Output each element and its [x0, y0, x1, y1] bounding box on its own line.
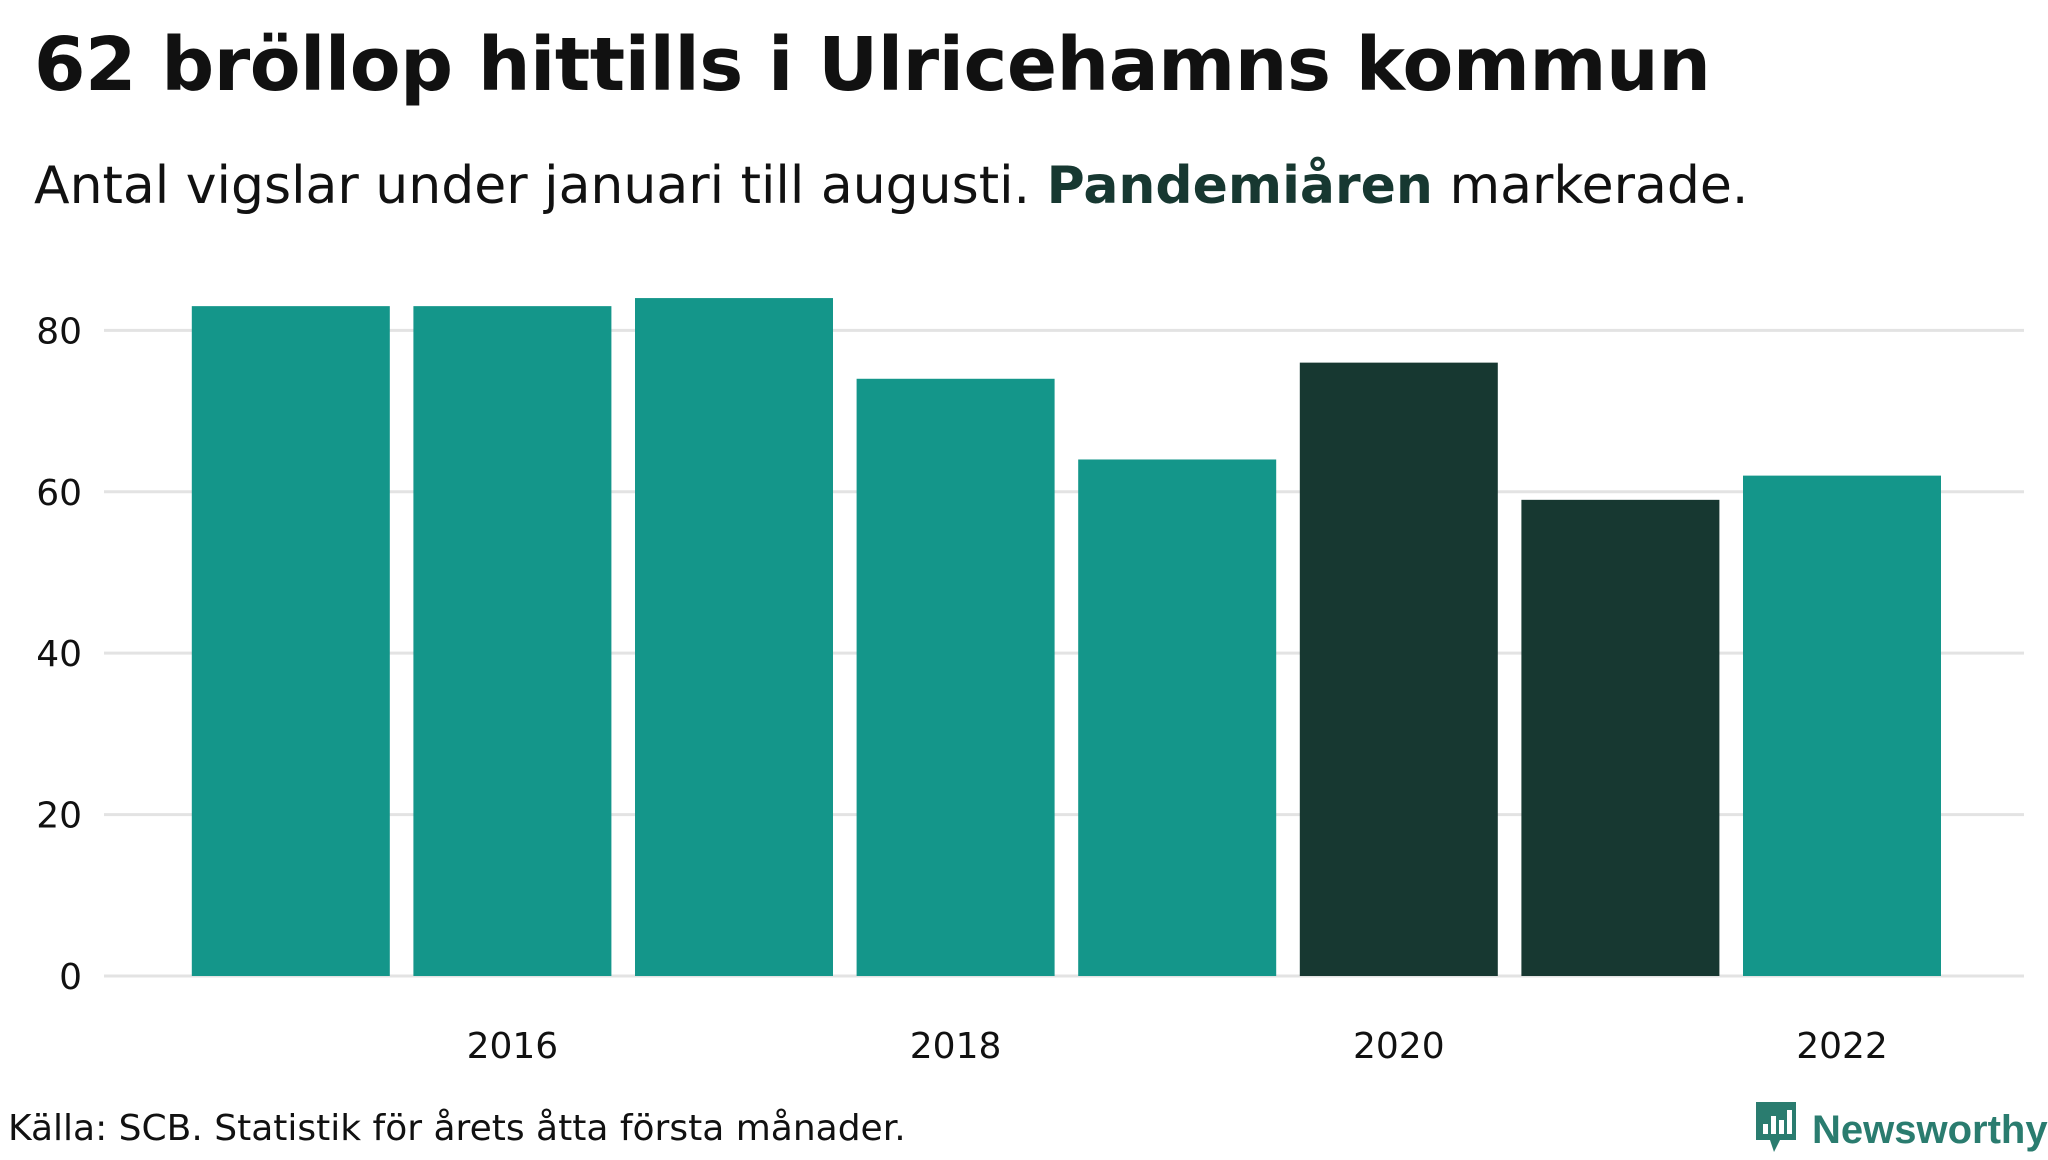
x-tick-label-2016: 2016 [467, 1026, 559, 1067]
brand-logo: Newsworthy [1752, 1100, 2048, 1160]
bar-2022 [1743, 475, 1941, 976]
bar-2015 [191, 306, 390, 976]
bar-2019 [1078, 459, 1277, 976]
x-tick-label-2018: 2018 [910, 1026, 1002, 1067]
y-tick-label-40: 40 [36, 634, 82, 675]
bar-chart: 0 20 40 60 80 2016 2018 2020 2022 [36, 298, 2024, 1067]
bar-2016 [413, 306, 612, 976]
grid-lines [104, 328, 2024, 978]
y-tick-label-20: 20 [36, 796, 82, 837]
y-tick-label-80: 80 [36, 311, 82, 352]
y-tick-label-60: 60 [36, 473, 82, 514]
bar-2021 [1521, 499, 1720, 976]
bars [191, 298, 1941, 977]
x-tick-label-2020: 2020 [1353, 1026, 1445, 1067]
x-axis-ticks: 2016 2018 2020 2022 [467, 1026, 1888, 1067]
subtitle-text-end: markerade. [1432, 156, 1749, 216]
source-note: Källa: SCB. Statistik för årets åtta för… [8, 1108, 906, 1149]
x-tick-label-2022: 2022 [1796, 1026, 1888, 1067]
bar-2017 [635, 298, 833, 977]
brand-name: Newsworthy [1812, 1107, 2048, 1152]
chart-title: 62 bröllop hittills i Ulricehamns kommun [34, 22, 1711, 108]
y-axis-ticks: 0 20 40 60 80 [36, 311, 82, 998]
bar-2020 [1299, 362, 1498, 977]
chart-subtitle: Antal vigslar under januari till augusti… [34, 156, 1748, 216]
bar-2018 [856, 378, 1055, 976]
newsworthy-logo-icon [1752, 1100, 1800, 1160]
subtitle-highlight-pandemic: Pandemiåren [1046, 156, 1433, 216]
y-tick-label-0: 0 [59, 957, 82, 998]
subtitle-text: Antal vigslar under januari till augusti… [34, 156, 1047, 216]
